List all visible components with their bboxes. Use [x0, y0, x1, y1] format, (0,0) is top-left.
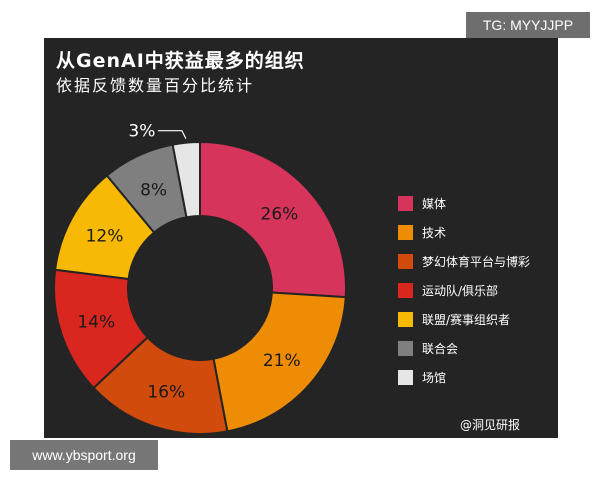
legend-swatch	[398, 370, 413, 385]
legend-swatch	[398, 196, 413, 211]
legend-swatch	[398, 341, 413, 356]
legend-label: 梦幻体育平台与博彩	[422, 255, 531, 269]
label-leader-line	[157, 130, 187, 139]
slice-value-label: 26%	[261, 204, 299, 224]
site-watermark: www.ybsport.org	[10, 440, 158, 470]
slice-value-label: 14%	[77, 313, 115, 333]
chart-subtitle: 依据反馈数量百分比统计	[56, 76, 255, 95]
slice-value-label: 8%	[140, 180, 167, 200]
slice-value-label: 16%	[147, 383, 185, 403]
legend-swatch	[398, 254, 413, 269]
legend-swatch	[398, 225, 413, 240]
chart-title: 从GenAI中获益最多的组织	[56, 50, 305, 72]
legend-label: 联合会	[422, 342, 459, 356]
legend-swatch	[398, 283, 413, 298]
slice-value-label: 12%	[86, 226, 124, 246]
slice-value-label: 3%	[128, 122, 155, 142]
legend-swatch	[398, 312, 413, 327]
donut-slice	[199, 140, 347, 299]
legend-label: 场馆	[422, 371, 447, 385]
brand-watermark: @洞见研报	[460, 418, 521, 432]
donut-slice	[171, 140, 201, 219]
legend-label: 媒体	[422, 197, 447, 211]
donut-slice	[212, 291, 347, 433]
legend-label: 联盟/赛事组织者	[422, 313, 511, 327]
slice-value-label: 21%	[263, 351, 301, 371]
legend-label: 技术	[422, 226, 447, 240]
tg-watermark: TG: MYYJJPP	[466, 12, 590, 38]
legend-label: 运动队/俱乐部	[422, 284, 499, 298]
